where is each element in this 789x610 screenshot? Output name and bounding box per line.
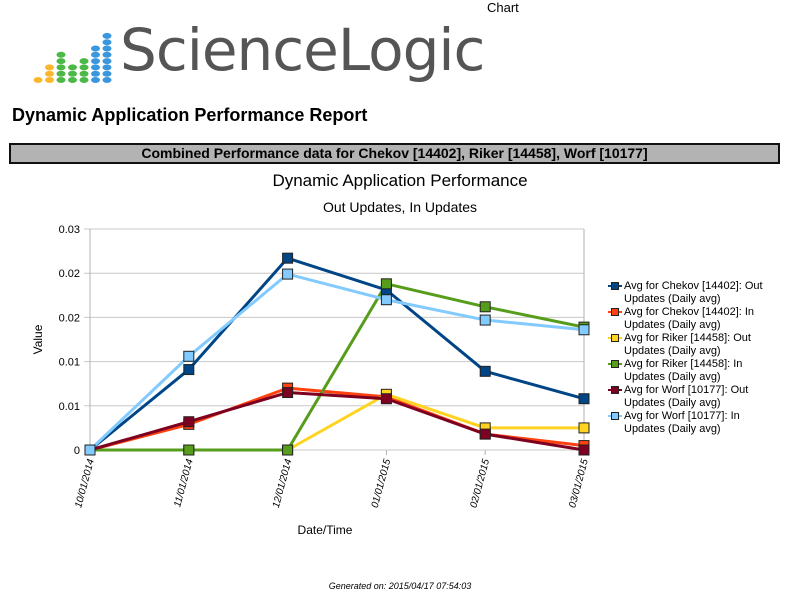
legend-label-cont: Updates (Daily avg) [624,345,721,357]
data-point-marker [578,324,590,336]
data-point-marker [84,444,96,456]
data-point-marker [183,416,195,428]
data-point-marker [479,314,491,326]
data-point-marker [183,364,195,376]
legend-swatch-icon [608,334,622,342]
x-tick-label: 03/01/2015 [567,458,591,510]
legend-item: Avg for Chekov [14402]: In Updates (Daily… [608,306,788,332]
data-point-marker [282,268,294,280]
legend-swatch-icon [608,360,622,368]
legend-swatch-icon [608,412,622,420]
data-point-marker [183,350,195,362]
data-point-marker [479,365,491,377]
chart-legend: Avg for Chekov [14402]: Out Updates (Dail… [608,280,788,436]
data-point-marker [282,444,294,456]
data-point-marker [578,444,590,456]
series-line [89,391,585,452]
legend-swatch-icon [608,308,622,316]
legend-label-cont: Updates (Daily avg) [624,423,721,435]
data-point-marker [479,428,491,440]
data-point-marker [380,393,392,405]
data-point-marker [479,301,491,313]
report-title: Dynamic Application Performance Report [12,105,368,125]
y-tick-label: 0 [74,445,80,457]
legend-swatch-icon [608,386,622,394]
series-line [89,256,585,452]
data-point-marker [282,252,294,264]
generated-timestamp: Generated on: 2015/04/17 07:54:03 [328,581,472,591]
section-header: Combined Performance data for Chekov [14… [9,143,780,164]
legend-label-cont: Updates (Daily avg) [624,371,721,383]
data-point-marker [380,278,392,290]
legend-item: Avg for Riker [14458]: In Updates (Daily … [608,358,788,384]
x-tick-label: 10/01/2014 [73,458,97,510]
y-tick-label: 0.01 [59,401,80,413]
y-tick-label: 0.01 [59,357,80,369]
data-point-marker [578,393,590,405]
legend-label: Avg for Riker [14458]: In [624,358,743,370]
legend-item: Avg for Worf [10177]: In Updates (Daily a… [608,410,788,436]
series-line [88,272,585,452]
legend-item: Avg for Worf [10177]: Out Updates (Daily … [608,384,788,410]
legend-label-cont: Updates (Daily avg) [624,319,721,331]
legend-label: Avg for Worf [10177]: Out [624,384,749,396]
data-point-marker [282,387,294,399]
chart-title: Dynamic Application Performance [272,171,528,190]
logo-dots-icon [33,32,112,83]
y-tick-label: 0.02 [59,312,80,324]
legend-item: Avg for Chekov [14402]: Out Updates (Dail… [608,280,788,306]
series-line [90,282,585,452]
chart-subtitle: Out Updates, In Updates [322,199,478,215]
top-label: Chart [487,0,519,15]
legend-label: Avg for Riker [14458]: Out [624,332,751,344]
data-point-marker [578,422,590,434]
series-line [89,386,585,452]
legend-label: Avg for Worf [10177]: In [624,410,740,422]
x-axis-label: Date/Time [298,523,353,537]
logo-text: ScienceLogic [120,16,485,84]
legend-label: Avg for Chekov [14402]: Out [624,280,763,292]
series-line [90,392,584,452]
y-tick-label: 0.03 [59,224,80,236]
legend-swatch-icon [608,282,622,290]
legend-label-cont: Updates (Daily avg) [624,397,721,409]
legend-label: Avg for Chekov [14402]: In [624,306,755,318]
sciencelogic-logo: ScienceLogic [30,16,485,92]
x-tick-label: 02/01/2015 [469,458,493,510]
x-tick-label: 12/01/2014 [271,458,295,510]
data-point-marker [183,444,195,456]
x-tick-label: 11/01/2014 [172,458,196,509]
legend-label-cont: Updates (Daily avg) [624,293,721,305]
data-point-marker [380,294,392,306]
legend-item: Avg for Riker [14458]: Out Updates (Daily… [608,332,788,358]
y-tick-label: 0.02 [59,268,80,280]
y-axis-label: Value [31,324,45,354]
x-tick-label: 01/01/2015 [370,458,394,510]
